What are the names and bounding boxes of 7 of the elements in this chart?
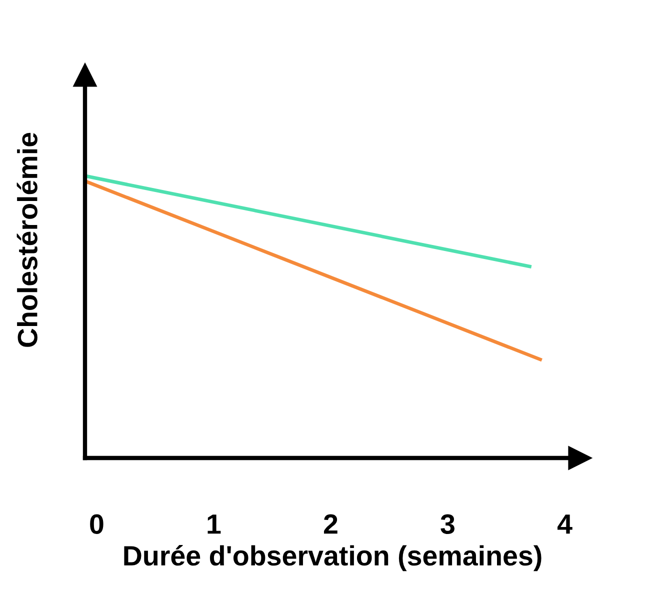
x-tick-label: 4 (557, 514, 572, 534)
x-tick-label: 0 (90, 514, 104, 534)
x-axis-title: Durée d'observation (semaines) (124, 545, 542, 572)
x-tick-label: 2 (324, 514, 338, 534)
x-tick-label: 1 (208, 514, 221, 534)
x-tick-label: 3 (440, 514, 454, 534)
y-axis-title: Cholestérolémie (16, 132, 38, 347)
